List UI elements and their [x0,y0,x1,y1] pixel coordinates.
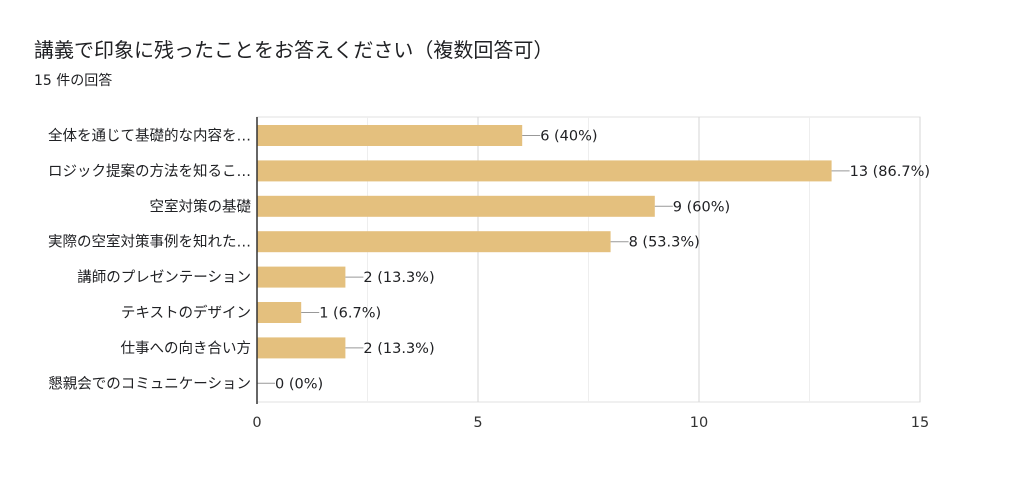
data-label: 1 (6.7%) [319,306,381,322]
category-label: ロジック提案の方法を知るこ… [48,162,251,180]
category-label: 実際の空室対策事例を知れた… [48,234,251,251]
data-label: 13 (86.7%) [850,164,930,180]
x-tick-label: 15 [911,415,929,431]
bar [257,337,346,359]
bar [257,195,655,217]
category-label: 全体を通じて基礎的な内容を… [48,127,251,145]
data-label: 2 (13.3%) [363,270,434,286]
category-label: 講師のプレゼンテーション [77,269,251,286]
bar [257,125,523,146]
x-tick-label: 10 [690,415,708,431]
data-label: 2 (13.3%) [363,341,434,357]
data-label: 6 (40%) [540,129,597,145]
bar [257,266,346,288]
data-label: 9 (60%) [673,199,730,215]
category-label: 懇親会でのコミュニケーション [48,375,251,392]
data-label: 0 (0%) [275,376,323,392]
response-count: 15 件の回答 [34,73,113,89]
category-label: 仕事への向き合い方 [121,340,252,357]
category-label: 空室対策の基礎 [150,198,252,215]
chart-title: 講義で印象に残ったことをお答えください（複数回答可） [34,38,554,62]
x-tick-label: 0 [252,415,261,431]
x-tick-label: 5 [473,415,482,431]
bar [257,231,611,253]
bar [257,302,302,323]
bar [257,160,832,182]
category-label: テキストのデザイン [121,304,251,322]
data-label: 8 (53.3%) [629,235,700,251]
